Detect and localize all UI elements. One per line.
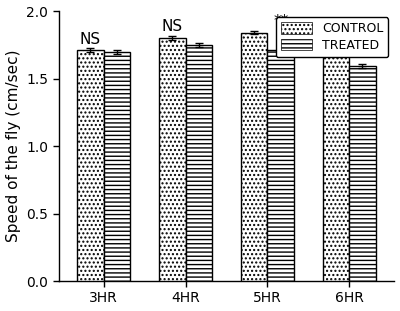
Text: NS: NS: [79, 31, 100, 47]
Bar: [104, 52, 130, 281]
Bar: [159, 38, 186, 281]
Bar: [268, 50, 294, 281]
Bar: [323, 39, 349, 281]
Bar: [77, 50, 104, 281]
Legend: CONTROL, TREATED: CONTROL, TREATED: [276, 17, 388, 57]
Text: **: **: [274, 14, 289, 29]
Text: NS: NS: [161, 19, 182, 35]
Bar: [241, 33, 268, 281]
Text: **: **: [356, 21, 371, 36]
Bar: [349, 67, 376, 281]
Bar: [186, 45, 212, 281]
Y-axis label: Speed of the fly (cm/sec): Speed of the fly (cm/sec): [6, 50, 20, 242]
